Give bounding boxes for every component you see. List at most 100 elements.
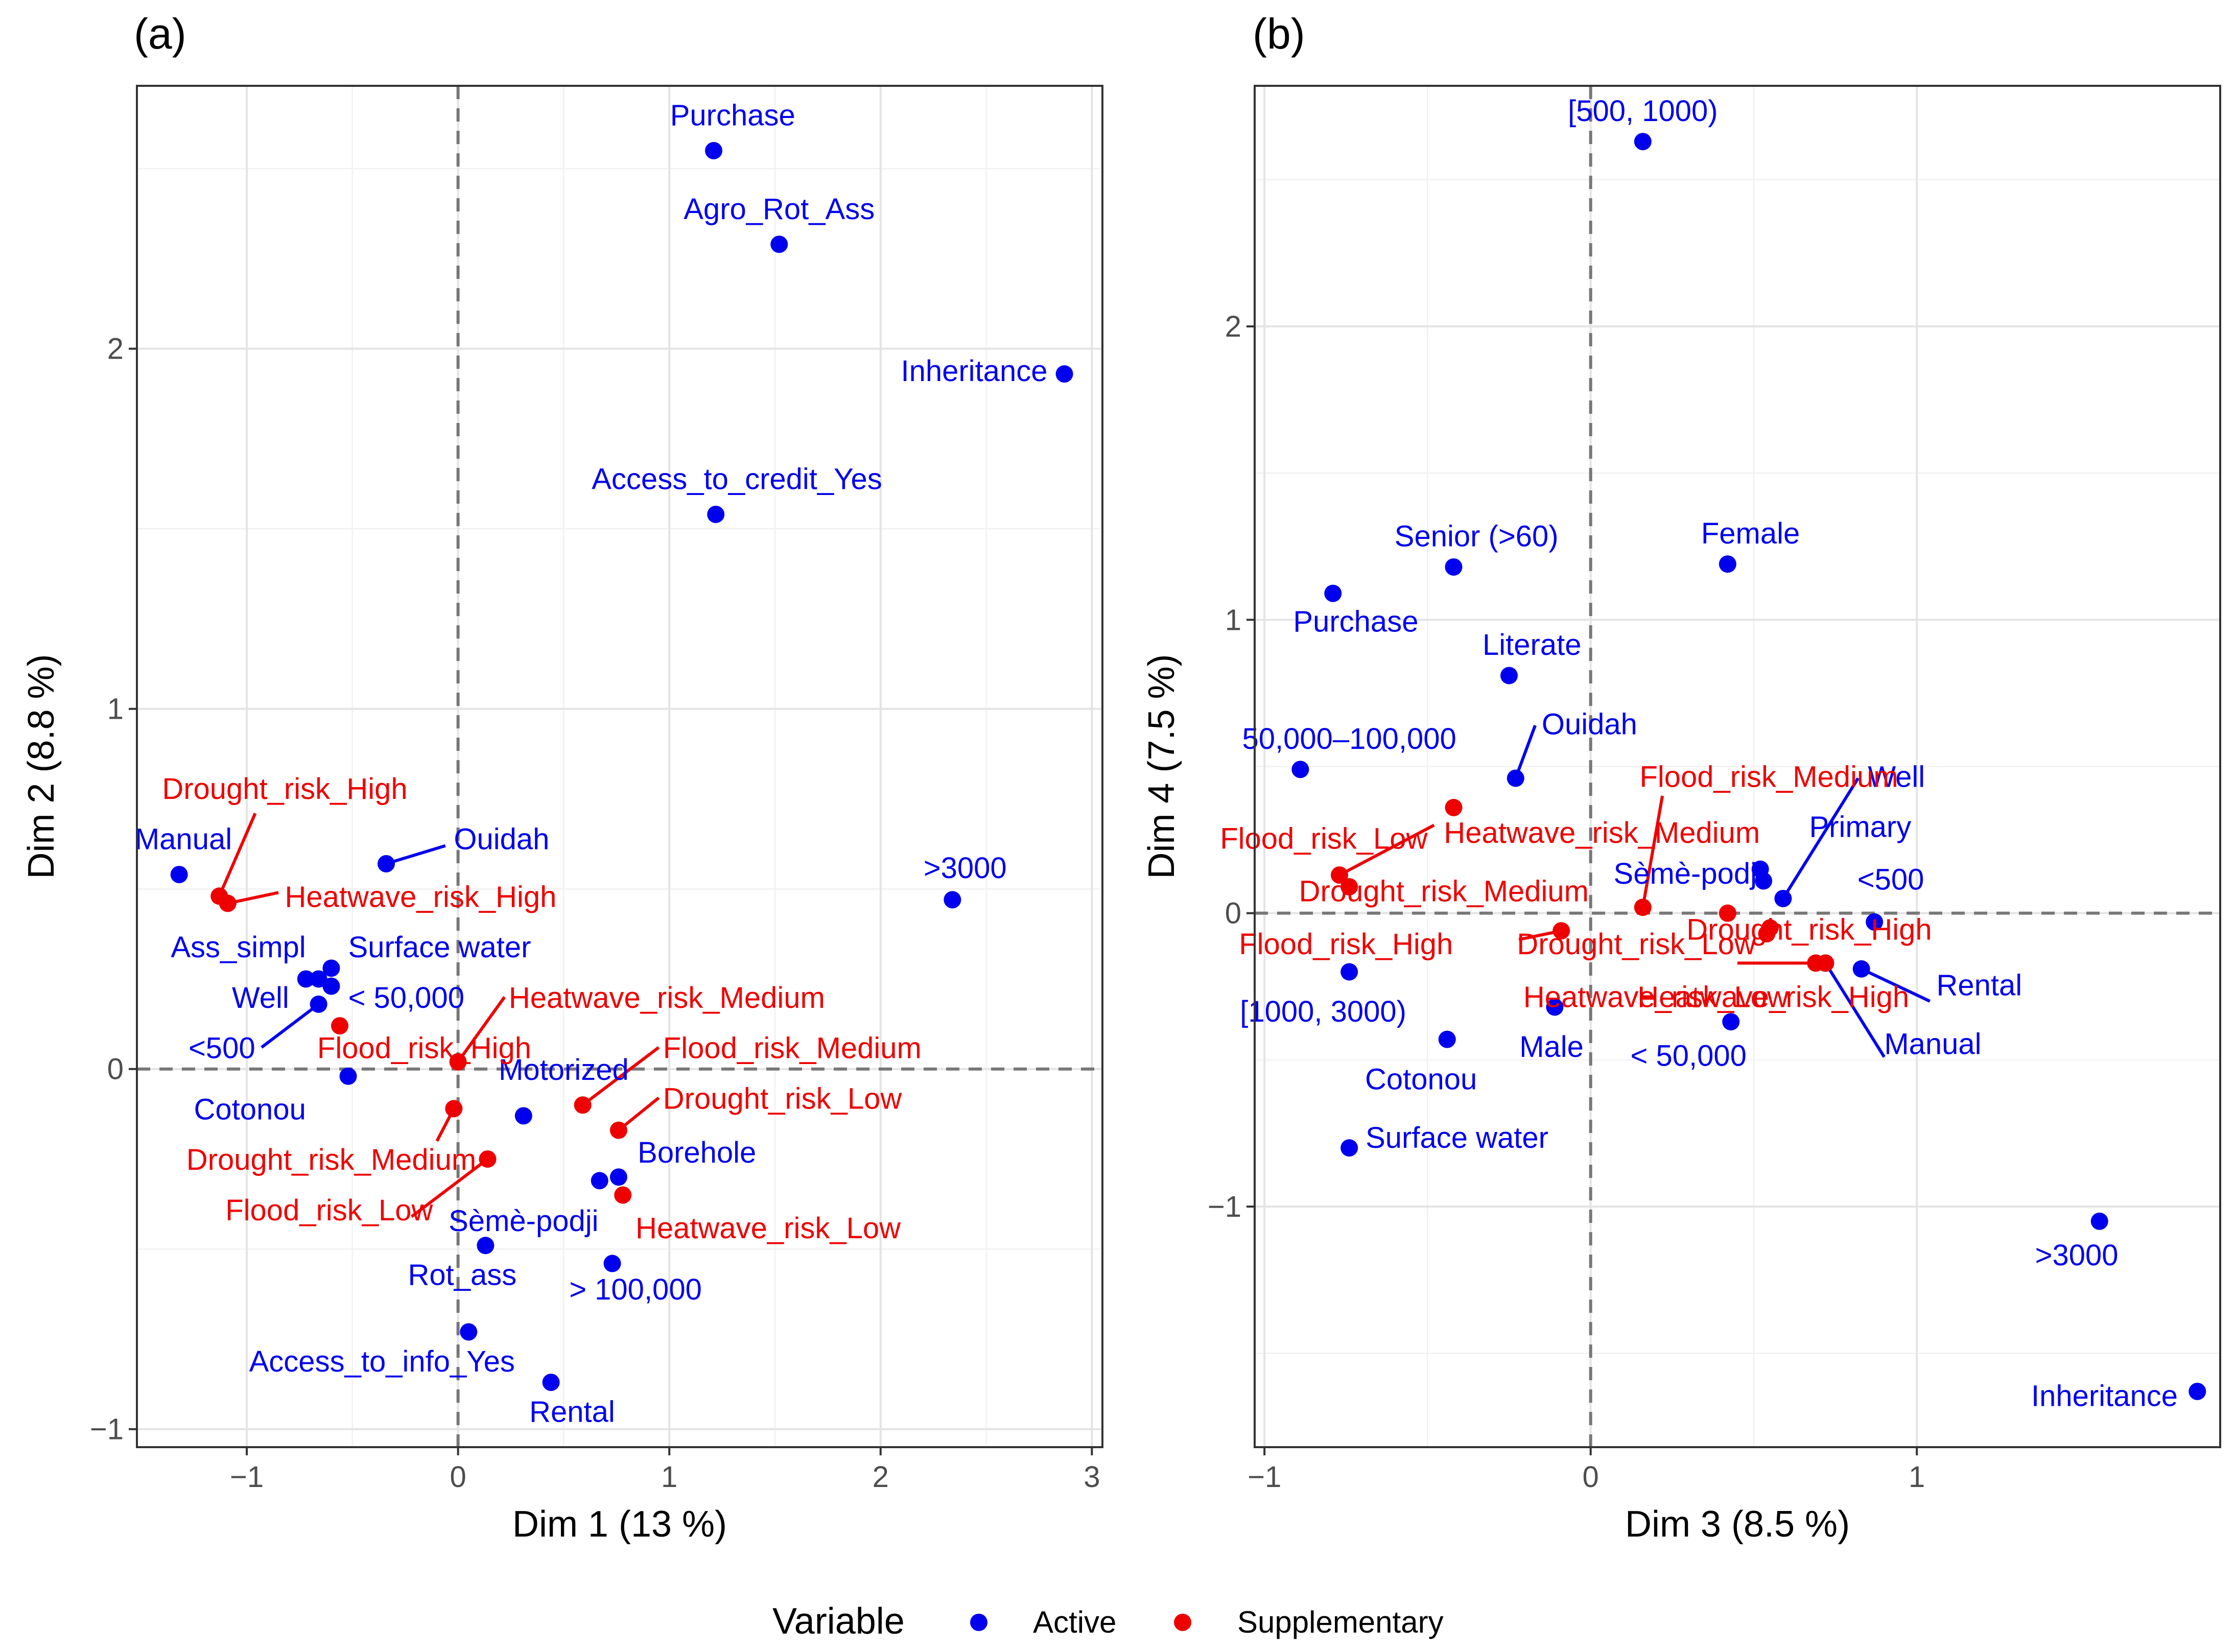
- point-label-inheritance: Inheritance: [901, 355, 1047, 388]
- point-inheritance: [1055, 365, 1073, 383]
- legend: Variable Active Supplementary: [772, 1601, 1444, 1642]
- point-50-000: [1722, 1013, 1740, 1031]
- point-flood-risk-medium: [1634, 899, 1652, 916]
- y-tick-label: −1: [90, 1413, 124, 1446]
- point-label-3000: >3000: [2035, 1239, 2119, 1272]
- point-ouidah: [378, 855, 395, 872]
- point-heatwave-risk-high: [219, 894, 237, 912]
- point-cotonou: [339, 1067, 357, 1085]
- point-drought-risk-medium: [1340, 878, 1358, 895]
- point-label-access-to-credit-yes: Access_to_credit_Yes: [592, 463, 882, 496]
- label-connector: [410, 1158, 489, 1218]
- point-3000: [2090, 1212, 2108, 1230]
- point-ass-simpl: [297, 970, 315, 988]
- point-label-borehole: Borehole: [638, 1136, 756, 1169]
- x-tick-label: −1: [230, 1460, 264, 1494]
- label-connector: [386, 844, 446, 865]
- panel-tag: (b): [1253, 10, 1305, 58]
- point-heatwave-risk-low: [614, 1186, 632, 1204]
- plot-area: [137, 86, 1102, 1447]
- point-label-heatwave-risk-high: Heatwave_risk_High: [1637, 980, 1909, 1013]
- point-label-primary: Primary: [1809, 810, 1911, 843]
- x-tick-label: −1: [1248, 1460, 1281, 1494]
- point-access-to-info-yes: [460, 1323, 478, 1341]
- point-500: [1866, 913, 1884, 931]
- point-rental: [1852, 960, 1870, 978]
- point-label-well: Well: [1868, 761, 1925, 794]
- point-manual: [170, 866, 188, 884]
- point-label-agro-rot-ass: Agro_Rot_Ass: [684, 193, 875, 226]
- point-access-to-credit-yes: [707, 505, 725, 523]
- label-connector: [1861, 967, 1931, 1003]
- y-tick-label: 0: [1225, 897, 1241, 930]
- x-tick-label: 1: [1909, 1460, 1925, 1494]
- point-50-000-100-000: [1291, 761, 1309, 778]
- point-ouidah: [1507, 769, 1524, 787]
- point-label-drought-risk-high: Drought_risk_High: [1686, 913, 1932, 946]
- point-label-50-000: < 50,000: [348, 981, 464, 1014]
- point-label-flood-risk-high: Flood_risk_High: [317, 1032, 531, 1065]
- point-purchase: [705, 141, 723, 159]
- point-agro-rot-ass: [770, 235, 788, 253]
- y-axis-title: Dim 4 (7.5 %): [1141, 654, 1182, 879]
- point-male: [1546, 998, 1564, 1016]
- panel-b: [500, 1000) Senior (>60) Female Purchase Lit…: [1141, 10, 2221, 1545]
- label-connector: [1338, 823, 1435, 877]
- point-3000: [944, 891, 961, 909]
- legend-label-active: Active: [1033, 1605, 1116, 1639]
- x-tick-label: 0: [1583, 1460, 1599, 1494]
- point-flood-risk-medium: [574, 1096, 592, 1114]
- x-tick-label: 0: [450, 1460, 466, 1494]
- point-label-rental: Rental: [529, 1396, 615, 1429]
- point-label-heatwave-risk-medium: Heatwave_risk_Medium: [509, 981, 825, 1014]
- point-label-motorized: Motorized: [499, 1053, 629, 1087]
- point-label-female: Female: [1701, 517, 1800, 550]
- x-tick-label: 3: [1084, 1460, 1100, 1494]
- point-borehole: [609, 1168, 627, 1186]
- point-label-ouidah: Ouidah: [1542, 707, 1637, 741]
- point-motorized: [514, 1107, 532, 1125]
- point-label-heatwave-risk-medium: Heatwave_risk_Medium: [1444, 816, 1760, 849]
- point-s-m-podji: [591, 1172, 608, 1190]
- point-label-male: Male: [1519, 1030, 1584, 1064]
- point-label-flood-risk-low: Flood_risk_Low: [225, 1194, 433, 1227]
- point-label-500: <500: [1857, 863, 1924, 896]
- point-heatwave-risk-low: [1758, 925, 1776, 942]
- point-label-500: <500: [189, 1032, 255, 1065]
- point-label-access-to-info-yes: Access_to_info_Yes: [249, 1345, 515, 1378]
- point-label-literate: Literate: [1483, 628, 1581, 662]
- point-label-senior-60: Senior (>60): [1395, 520, 1559, 553]
- point-well: [310, 970, 327, 988]
- y-tick-label: 1: [1225, 603, 1241, 636]
- point-label-inheritance: Inheritance: [2031, 1380, 2178, 1413]
- point-label-cotonou: Cotonou: [194, 1093, 306, 1126]
- point-label-flood-risk-low: Flood_risk_Low: [1220, 822, 1428, 855]
- point-label-100-000: > 100,000: [569, 1273, 702, 1306]
- label-connector: [1641, 795, 1664, 908]
- point-purchase: [1324, 584, 1342, 602]
- y-axis-title: Dim 2 (8.8 %): [21, 654, 62, 879]
- point-label-s-m-podji: Sèmè-podji: [1614, 857, 1763, 890]
- legend-label-supplementary: Supplementary: [1237, 1605, 1444, 1639]
- point-literate: [1500, 667, 1518, 685]
- point-well: [1774, 889, 1792, 907]
- point-label-cotonou: Cotonou: [1365, 1063, 1477, 1096]
- panel-a: Purchase Agro_Rot_Ass Inheritance Access_to…: [21, 10, 1103, 1545]
- y-tick-label: 2: [1225, 310, 1241, 343]
- point-rot-ass: [477, 1237, 495, 1255]
- point-flood-risk-high: [331, 1017, 349, 1035]
- point-label-drought-risk-medium: Drought_risk_Medium: [1299, 875, 1589, 908]
- point-label-3000: >3000: [924, 852, 1007, 885]
- point-label-50-000: < 50,000: [1631, 1039, 1747, 1072]
- point-drought-risk-low: [609, 1121, 627, 1139]
- legend-title: Variable: [772, 1601, 905, 1642]
- label-connector: [1514, 725, 1537, 779]
- point-rental: [542, 1374, 560, 1391]
- label-connector: [581, 1046, 660, 1106]
- point-label-s-m-podji: Sèmè-podji: [449, 1205, 598, 1238]
- x-tick-label: 1: [661, 1460, 677, 1494]
- point-flood-risk-low: [1331, 866, 1349, 884]
- y-tick-label: 1: [107, 693, 124, 726]
- plot-frame: [136, 85, 1103, 1448]
